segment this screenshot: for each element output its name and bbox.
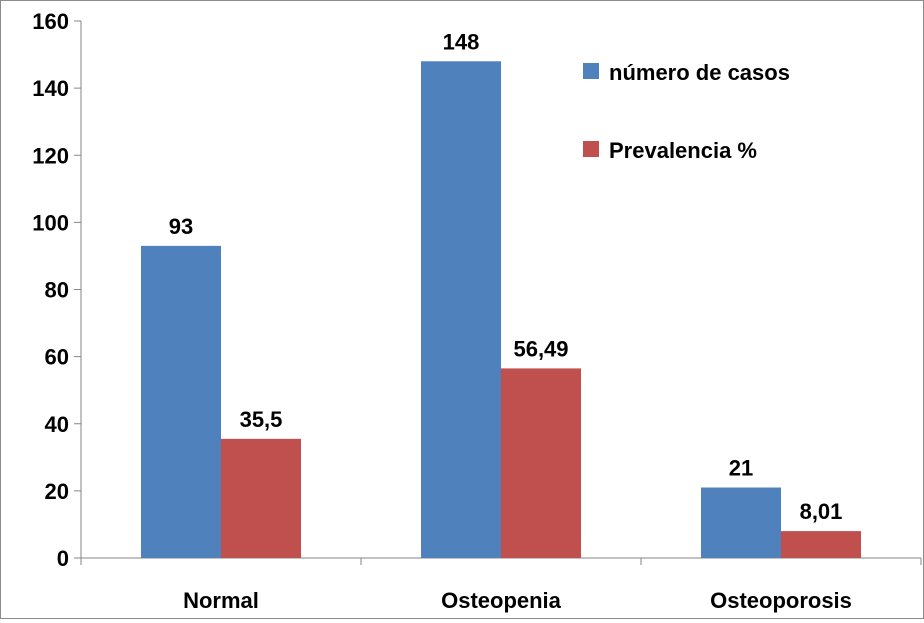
- bar-value-label: 8,01: [800, 499, 843, 524]
- legend-swatch: [583, 63, 599, 79]
- legend: número de casos Prevalencia %: [583, 60, 790, 163]
- bar-value-label: 93: [169, 214, 193, 239]
- y-tick-label: 80: [45, 278, 69, 303]
- legend-swatch: [583, 141, 599, 157]
- bar: [141, 245, 221, 558]
- bar: [781, 531, 861, 558]
- data-labels: 93 35,5 148 56,49 21 8,01: [169, 29, 843, 524]
- y-tick-label: 20: [45, 479, 69, 504]
- x-category-label: Osteopenia: [441, 588, 562, 613]
- x-category-label: Normal: [183, 588, 259, 613]
- y-tick-label: 60: [45, 345, 69, 370]
- bar-value-label: 148: [443, 29, 480, 54]
- legend-label: Prevalencia %: [609, 138, 757, 163]
- legend-label: número de casos: [609, 60, 790, 85]
- bar: [221, 438, 301, 558]
- y-tick-label: 40: [45, 412, 69, 437]
- y-axis: 0 20 40 60 80 100 120 140 160: [32, 9, 82, 571]
- bar: [501, 368, 581, 558]
- x-category-label: Osteoporosis: [710, 588, 852, 613]
- y-tick-label: 100: [32, 210, 69, 235]
- y-tick-label: 160: [32, 9, 69, 34]
- y-tick-label: 0: [57, 546, 69, 571]
- bar-value-label: 21: [729, 456, 753, 481]
- y-tick-label: 120: [32, 143, 69, 168]
- bar: [701, 487, 781, 558]
- y-tick-label: 140: [32, 76, 69, 101]
- x-axis: Normal Osteopenia Osteoporosis: [80, 557, 922, 613]
- bar: [421, 61, 501, 559]
- bars: [141, 61, 861, 559]
- bar-value-label: 56,49: [513, 336, 568, 361]
- bar-value-label: 35,5: [240, 407, 283, 432]
